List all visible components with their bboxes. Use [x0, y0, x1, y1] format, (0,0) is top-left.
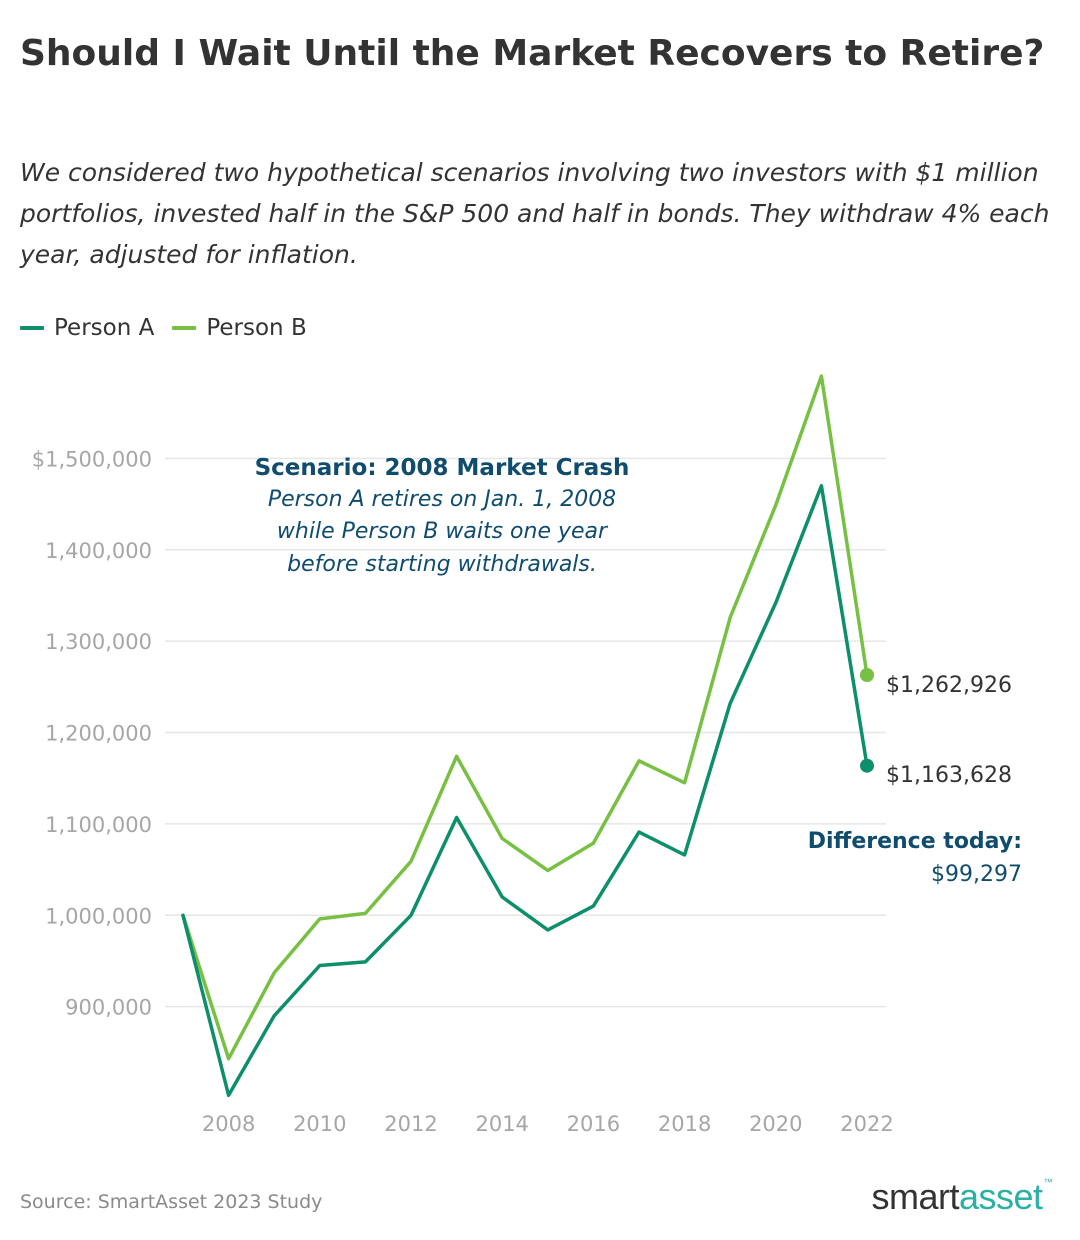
annotation-line-2: while Person B waits one year [277, 519, 609, 544]
y-tick-label-4: 1,300,000 [45, 630, 152, 654]
x-tick-label-2014: 2014 [475, 1112, 528, 1136]
chart-subtitle: We considered two hypothetical scenarios… [20, 158, 1050, 269]
annotation-line-1: Person A retires on Jan. 1, 2008 [268, 487, 616, 512]
legend-swatch-person-b [172, 326, 197, 330]
x-tick-label-2010: 2010 [293, 1112, 346, 1136]
x-tick-label-2020: 2020 [749, 1112, 802, 1136]
source-note: Source: SmartAsset 2023 Study [20, 1191, 323, 1213]
x-tick-label-2008: 2008 [202, 1112, 255, 1136]
legend: Person A Person B [20, 312, 325, 344]
y-tick-labels: 900,000 1,000,000 1,100,000 1,200,000 1,300,… [32, 447, 152, 1019]
end-labels: $1,262,926 $1,163,628 Difference today: … [808, 673, 1022, 887]
x-tick-label-2012: 2012 [384, 1112, 437, 1136]
series-line-person-b [181, 374, 869, 1061]
end-point-person-a [860, 758, 874, 773]
legend-swatch-person-a [20, 326, 44, 330]
end-label-person-a: $1,163,628 [886, 763, 1012, 788]
difference-label: Difference today: [808, 829, 1022, 854]
x-tick-label-2016: 2016 [567, 1112, 620, 1136]
series-line-person-a [181, 484, 869, 1098]
legend-label-person-a: Person A [54, 315, 155, 341]
x-tick-labels: 2008 2010 2012 2014 2016 2018 2020 2022 [202, 1112, 894, 1136]
end-point-person-b [860, 668, 874, 683]
x-tick-label-2022: 2022 [840, 1112, 893, 1136]
y-tick-label-2: 1,100,000 [45, 813, 152, 837]
annotation-layer: Scenario: 2008 Market Crash Person A ret… [255, 455, 630, 577]
chart-title: Should I Wait Until the Market Recovers … [20, 33, 1045, 74]
line-chart: 900,000 1,000,000 1,100,000 1,200,000 1,300,… [32, 374, 1022, 1136]
y-tick-label-0: 900,000 [65, 996, 152, 1020]
y-tick-label-5: 1,400,000 [45, 539, 152, 563]
legend-item-person-b: Person B [172, 315, 307, 341]
logo-text-asset: asset [958, 1176, 1043, 1217]
smartasset-logo: smartasset™ [871, 1176, 1052, 1218]
annotation-line-3: before starting withdrawals. [287, 552, 597, 577]
end-label-person-b: $1,262,926 [886, 673, 1012, 698]
difference-value: $99,297 [931, 862, 1022, 887]
legend-label-person-b: Person B [206, 315, 307, 341]
logo-trademark: ™ [1043, 1177, 1053, 1187]
annotation-heading: Scenario: 2008 Market Crash [255, 455, 630, 481]
series-layer [181, 374, 874, 1098]
y-tick-label-1: 1,000,000 [45, 904, 152, 928]
legend-item-person-a: Person A [20, 315, 154, 341]
x-tick-label-2018: 2018 [658, 1112, 711, 1136]
y-tick-label-3: 1,200,000 [45, 722, 152, 746]
y-tick-label-6: $1,500,000 [32, 447, 152, 471]
logo-text-smart: smart [871, 1176, 959, 1217]
